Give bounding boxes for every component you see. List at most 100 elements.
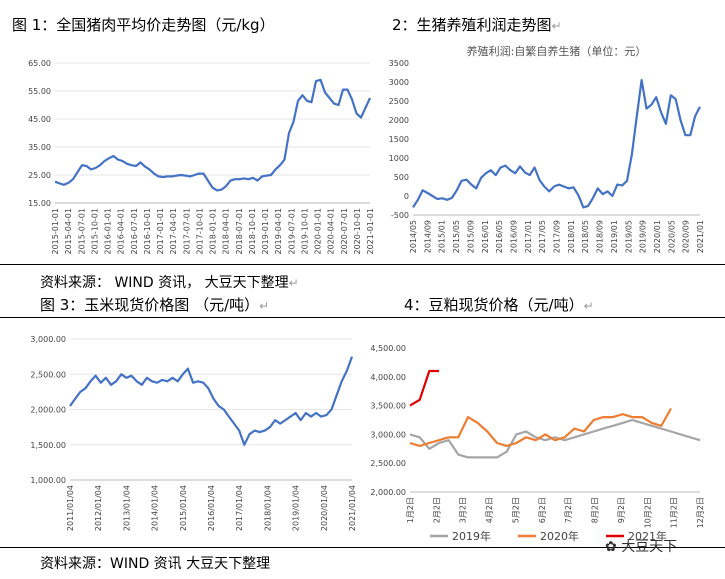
profit-x-tick-label: 2018/09 [596,220,605,253]
corn-y-tick-label: 2,000.00 [30,406,66,415]
pork-x-tick-label: 2015-07-01 [77,208,86,255]
pork-x-tick-label: 2017-07-01 [182,208,191,255]
profit-x-tick-label: 2021/01 [696,220,705,253]
corn-x-tick-label: 2013/01/04 [122,485,131,531]
profit-x-tick-label: 2014/09 [423,220,432,253]
profit-x-tick-label: 2017/01 [524,220,533,253]
profit-x-tick-label: 2017/09 [553,220,562,253]
meal-y-tick-label: 2,500.00 [370,459,406,468]
meal-x-tick-label: 12月2日 [696,497,705,528]
meal-y-tick-label: 3,000.00 [370,430,406,439]
profit-x-tick-label: 2020/05 [667,220,676,253]
pork-y-tick-label: 35.00 [28,143,51,152]
pork-x-tick-label: 2016-01-01 [104,208,113,255]
pork-x-tick-label: 2017-10-01 [195,208,204,255]
corn-x-tick-label: 2016/01/04 [207,485,216,531]
meal-x-tick-label: 6月2日 [538,497,547,523]
corn-series-line [69,356,354,446]
pork-x-tick-label: 2020-07-01 [340,208,349,255]
corn-y-tick-label: 1,000.00 [30,476,66,485]
profit-x-tick-label: 2019/01 [610,220,619,253]
profit-x-tick-label: 2020/01 [653,220,662,253]
profit-y-tick-label: 2000 [389,116,409,125]
meal-legend-label: 2021年 [628,529,667,543]
pork-x-tick-label: 2020-01-01 [314,208,323,255]
profit-x-tick-label: 2016/01 [481,220,490,253]
source-note-top: 资料来源： WIND 资讯， 大豆天下整理↵ [40,275,299,291]
pork-x-tick-label: 2017-01-01 [156,208,165,255]
watermark-logo: ✿ 大豆天下 [605,539,678,555]
source-note-bottom: 资料来源：WIND 资讯 大豆天下整理 [40,556,271,572]
meal-x-tick-label: 7月2日 [564,497,573,523]
meal-x-tick-label: 2月2日 [432,497,441,523]
meal-y-tick-label: 4,500.00 [370,344,406,353]
meal-y-tick-label: 3,500.00 [370,402,406,411]
figure-3-caption: 图 3：玉米现货价格图 （元/吨）↵ [40,296,270,314]
pork-x-tick-label: 2019-01-01 [261,208,270,255]
meal-y-tick-label: 4,000.00 [370,373,406,382]
profit-series-line [412,78,701,209]
profit-y-tick-label: 2500 [389,97,409,106]
profit-chart-title: 养殖利润:自繁自养生猪（单位：元） [467,44,647,58]
profit-y-tick-label: 1500 [389,135,409,144]
pork-x-tick-label: 2017-04-01 [169,208,178,255]
profit-y-tick-label: -500 [391,211,409,220]
corn-x-tick-label: 2019/01/04 [292,485,301,531]
meal-x-tick-label: 8月2日 [591,497,600,523]
meal-y-tick-label: 2,000.00 [370,488,406,497]
profit-x-tick-label: 2019/05 [624,220,633,253]
figure-2-caption: 2：生猪养殖利润走势图↵ [392,16,562,34]
pork-x-tick-label: 2015-04-01 [64,208,73,255]
divider-middle [0,317,725,318]
profit-x-tick-label: 2018/01 [567,220,576,253]
pork-x-tick-label: 2019-07-01 [287,208,296,255]
corn-y-tick-label: 2,500.00 [30,370,66,379]
meal-x-tick-label: 9月2日 [617,497,626,523]
pork-x-tick-label: 2020-04-01 [327,208,336,255]
meal-x-tick-label: 5月2日 [511,497,520,523]
corn-y-tick-label: 3,000.00 [30,335,66,344]
meal-x-tick-label: 10月2日 [643,497,652,528]
profit-x-tick-label: 2015/09 [466,220,475,253]
pork-y-tick-label: 15.00 [28,199,51,208]
profit-x-tick-label: 2019/09 [639,220,648,253]
corn-x-tick-label: 2017/01/04 [235,485,244,531]
pork-y-tick-label: 25.00 [28,171,51,180]
meal-legend-label: 2020年 [540,529,579,543]
pork-y-tick-label: 55.00 [28,87,51,96]
pork-x-tick-label: 2019-04-01 [274,208,283,255]
pork-x-tick-label: 2015-10-01 [90,208,99,255]
pork-x-tick-label: 2018-10-01 [248,208,257,255]
figure-1-caption: 图 1：全国猪肉平均价走势图（元/kg） [12,16,275,34]
profit-y-tick-label: 1000 [389,154,409,163]
pork-x-tick-label: 2016-07-01 [130,208,139,255]
pork-x-tick-label: 2020-10-01 [353,208,362,255]
profit-x-tick-label: 2016/05 [495,220,504,253]
profit-x-tick-label: 2020/09 [682,220,691,253]
pork-x-tick-label: 2021-01-01 [366,208,375,255]
meal-legend-label: 2019年 [452,529,491,543]
pork-y-tick-label: 65.00 [28,59,51,68]
corn-y-tick-label: 1,500.00 [30,441,66,450]
profit-y-tick-label: 3500 [389,59,409,68]
meal-x-tick-label: 11月2日 [670,497,679,528]
corn-x-tick-label: 2015/01/04 [179,485,188,531]
pork-x-tick-label: 2019-10-01 [300,208,309,255]
meal-series-line [409,407,672,447]
figure-4-caption: 4：豆粕现货价格（元/吨）↵ [404,296,594,314]
pork-x-tick-label: 2018-01-01 [209,208,218,255]
meal-x-tick-label: 4月2日 [485,497,494,523]
divider-bottom [0,547,725,548]
corn-x-tick-label: 2011/01/04 [66,485,75,531]
profit-x-tick-label: 2014/05 [409,220,418,253]
profit-y-tick-label: 3000 [389,78,409,87]
corn-x-tick-label: 2021/01/04 [348,485,357,531]
pork-x-tick-label: 2018-04-01 [222,208,231,255]
pork-x-tick-label: 2016-04-01 [117,208,126,255]
divider-top [0,264,725,265]
profit-x-tick-label: 2018/05 [581,220,590,253]
meal-series-line [409,418,701,459]
meal-x-tick-label: 1月2日 [406,497,415,523]
pork-x-tick-label: 2016-10-01 [143,208,152,255]
